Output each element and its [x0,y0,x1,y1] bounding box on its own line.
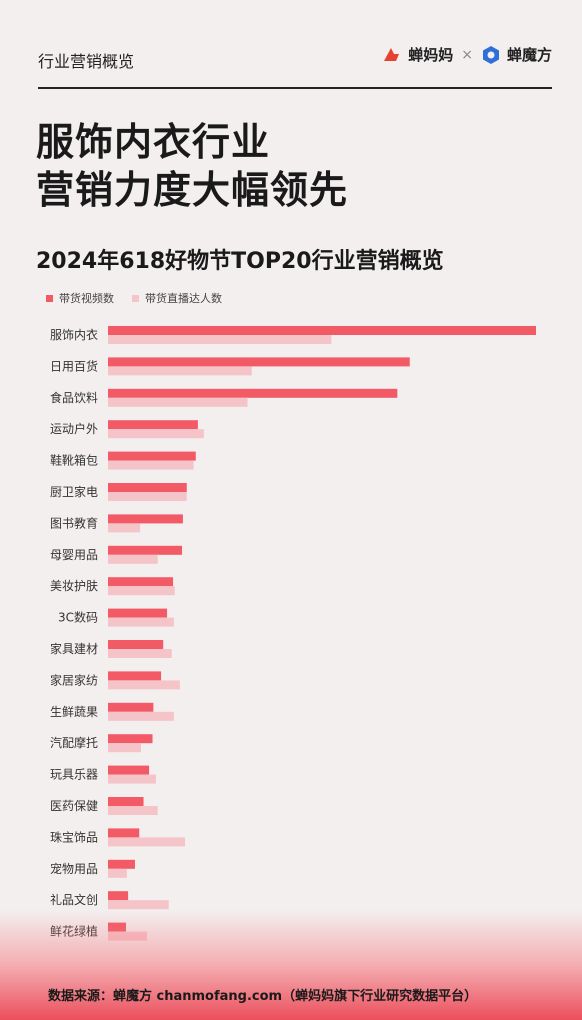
bar-video-count [108,326,536,335]
chanmama-logo-icon [384,47,400,61]
header-divider [38,87,552,89]
bar-live-creators [108,492,187,501]
legend-swatch-live [132,294,139,302]
bar-video-count [108,734,153,744]
bar-video-count [108,797,144,806]
times-icon: × [461,46,473,63]
bar-live-creators [108,617,174,627]
bar-video-count [108,702,154,712]
chanmofang-logo-icon [482,45,499,64]
bar-video-count [108,357,410,367]
page-title: 服饰内衣行业 营销力度大幅领先 [36,118,348,214]
bar-live-creators [108,586,175,596]
category-label: 汽配摩托 [50,735,98,750]
bar-video-count [108,765,150,775]
category-label: 母婴用品 [50,548,98,562]
logo-chanmama-text: 蝉妈妈 [408,46,454,64]
category-label: 服饰内衣 [50,327,98,342]
category-label: 图书教育 [50,515,98,530]
bar-live-creators [108,680,180,690]
bar-video-count [108,388,398,398]
category-label: 美妆护肤 [50,578,98,593]
category-label: 家居家纺 [50,672,98,687]
category-label: 3C数码 [58,610,98,625]
category-label: 食品饮料 [50,390,98,405]
category-label: 运动户外 [50,421,98,436]
legend-label-live: 带货直播达人数 [145,292,222,305]
category-label: 医药保健 [50,799,98,813]
category-label: 珠宝饰品 [50,830,98,844]
bar-video-count [108,483,187,492]
title-line-1: 服饰内衣行业 [36,120,271,164]
footer-gradient [0,910,582,1020]
bar-live-creators [108,523,141,533]
legend-item-video: 带货视频数 [46,290,114,306]
bar-video-count [108,891,129,901]
bar-video-count [108,859,135,869]
legend-label-video: 带货视频数 [59,292,114,305]
bar-video-count [108,451,196,461]
bar-live-creators [108,806,158,815]
bar-live-creators [108,397,248,407]
chart-legend: 带货视频数 带货直播达人数 [46,290,222,306]
brand-logos: 蝉妈妈 × 蝉魔方 [382,44,552,65]
chart-title: 2024年618好物节TOP20行业营销概览 [36,249,444,274]
category-label: 日用百货 [50,358,98,373]
bar-live-creators [108,366,252,376]
category-label: 礼品文创 [50,892,98,907]
bar-video-count [108,671,162,681]
category-label: 厨卫家电 [50,484,98,499]
bar-video-count [108,608,168,618]
bar-live-creators [108,900,169,910]
bar-video-count [108,420,198,430]
legend-swatch-video [46,294,53,302]
source-note: 数据来源：蝉魔方 chanmofang.com（蝉妈妈旗下行业研究数据平台） [48,989,478,1004]
bar-live-creators [108,868,127,878]
bar-live-creators [108,554,158,564]
bar-live-creators [108,649,172,658]
bar-live-creators [108,429,204,439]
bar-live-creators [108,774,156,784]
category-label: 玩具乐器 [50,768,98,782]
bar-video-count [108,828,140,838]
bar-video-count [108,640,164,649]
category-label: 家具建材 [50,641,98,656]
bar-video-count [108,545,183,555]
section-label: 行业营销概览 [38,52,135,71]
bar-live-creators [108,837,186,847]
bar-live-creators [108,743,141,753]
bar-video-count [108,577,174,587]
logo-chanmofang-text: 蝉魔方 [506,46,552,64]
bar-video-count [108,514,183,524]
category-label: 生鲜蔬果 [50,705,98,719]
category-label: 宠物用品 [50,861,98,876]
bar-live-creators [108,460,194,470]
legend-item-live: 带货直播达人数 [132,290,222,306]
category-label: 鞋靴箱包 [50,453,98,468]
title-line-2: 营销力度大幅领先 [36,168,349,212]
bar-live-creators [108,335,332,344]
bar-live-creators [108,711,174,721]
